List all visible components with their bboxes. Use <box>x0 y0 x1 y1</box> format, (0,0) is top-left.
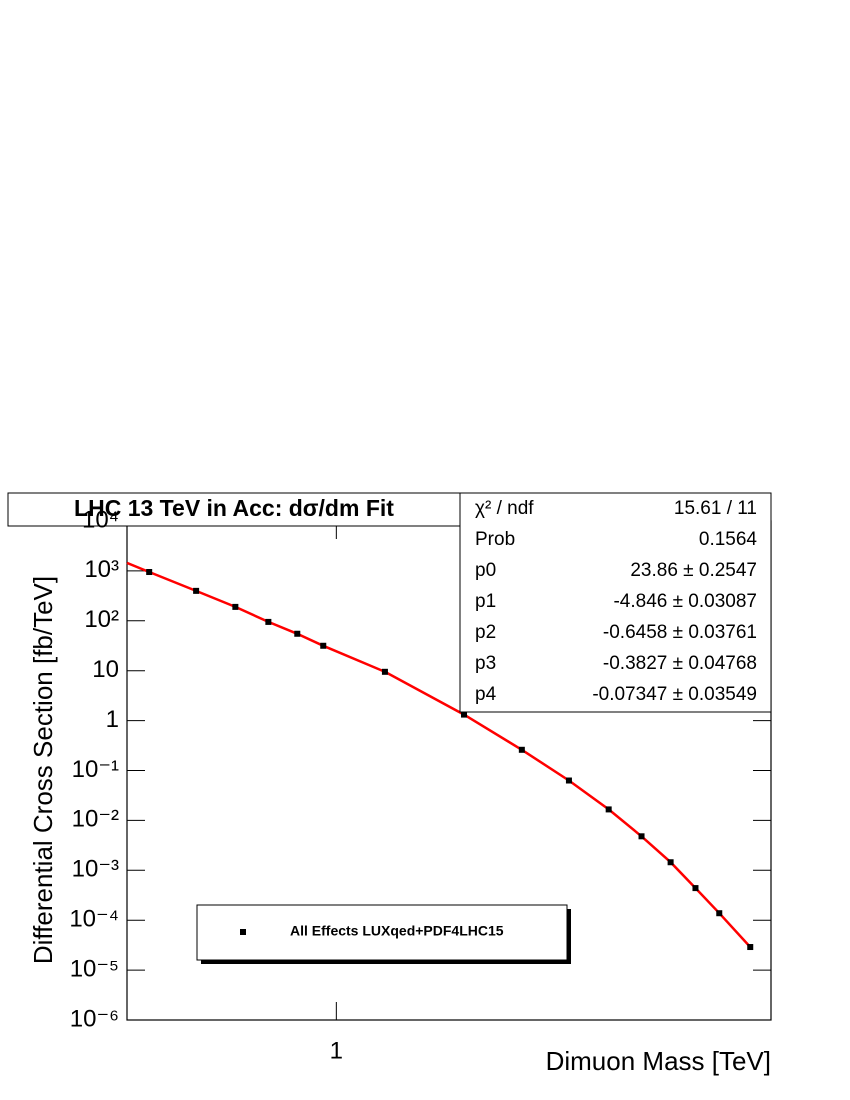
x-axis-label: Dimuon Mass [TeV] <box>546 1046 771 1076</box>
y-tick-label: 10⁻² <box>72 806 119 833</box>
stat-value: -0.6458 ± 0.03761 <box>603 622 757 643</box>
stats-box <box>459 492 772 713</box>
data-point <box>638 833 645 840</box>
stat-name: χ² / ndf <box>475 498 534 519</box>
data-point <box>232 603 239 610</box>
stat-value: 0.1564 <box>699 529 758 550</box>
chart-title: LHC 13 TeV in Acc: dσ/dm Fit <box>74 495 394 521</box>
data-point <box>565 777 572 784</box>
data-point <box>294 630 301 637</box>
stat-name: p0 <box>475 560 496 581</box>
data-point <box>265 618 272 625</box>
data-point <box>461 711 468 718</box>
stat-name: p2 <box>475 622 496 643</box>
y-tick-label: 10³ <box>84 556 119 583</box>
stat-name: p3 <box>475 653 496 674</box>
legend-box <box>196 904 568 961</box>
y-tick-label: 10⁻⁵ <box>70 955 119 982</box>
legend-label: All Effects LUXqed+PDF4LHC15 <box>290 923 504 939</box>
stat-value: -0.3827 ± 0.04768 <box>603 653 757 674</box>
y-tick-label: 10⁻¹ <box>72 756 119 783</box>
stat-value: -4.846 ± 0.03087 <box>613 591 757 612</box>
legend-marker <box>240 929 246 935</box>
data-point <box>716 910 723 917</box>
data-point <box>605 806 612 813</box>
title-box <box>7 492 462 527</box>
y-tick-label: 10 <box>92 656 119 683</box>
stat-name: p1 <box>475 591 496 612</box>
stat-name: Prob <box>475 529 515 550</box>
stat-value: -0.07347 ± 0.03549 <box>592 684 757 705</box>
y-tick-label: 1 <box>106 706 119 733</box>
data-point <box>692 885 699 892</box>
stats: χ² / ndf 15.61 / 11 Prob 0.1564 p0 23.86 ± 0.… <box>475 498 757 705</box>
y-tick-label: 10⁴ <box>82 506 119 533</box>
y-axis-label: Differential Cross Section [fb/TeV] <box>28 576 58 964</box>
y-tick-label: 10⁻³ <box>72 856 119 883</box>
stat-value: 15.61 / 11 <box>674 498 757 519</box>
stat-value: 23.86 ± 0.2547 <box>630 560 757 581</box>
data-point <box>320 642 327 649</box>
stat-name: p4 <box>475 684 497 705</box>
data-point <box>747 944 754 951</box>
x-tick-label: 1 <box>330 1037 343 1064</box>
data-point <box>193 587 200 594</box>
data-point <box>381 668 388 675</box>
data-point <box>518 746 525 753</box>
y-tick-label: 10⁻⁴ <box>69 906 119 933</box>
y-tick-label: 10⁻⁶ <box>70 1005 119 1032</box>
y-tick-label: 10² <box>84 606 119 633</box>
data-point <box>667 859 674 866</box>
data-point <box>146 569 153 576</box>
